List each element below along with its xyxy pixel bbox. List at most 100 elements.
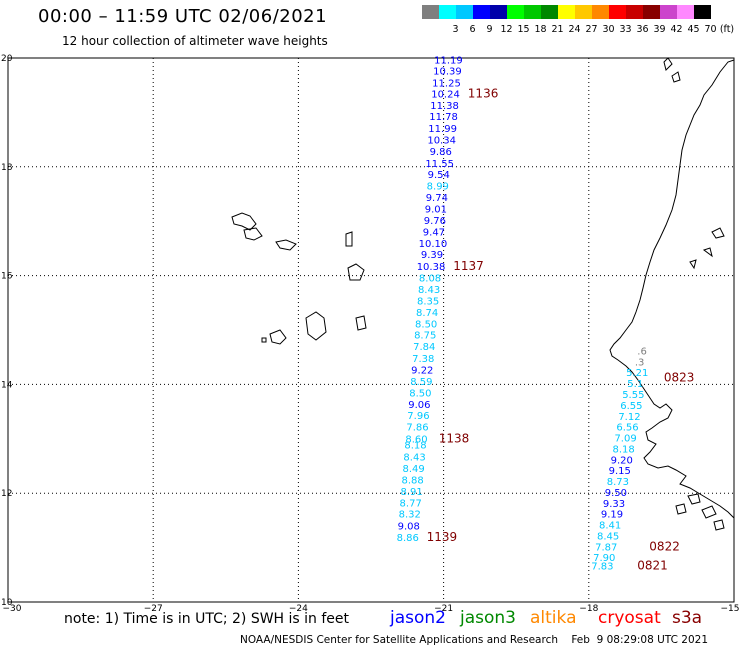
map-subtitle: 12 hour collection of altimeter wave hei… [62, 34, 328, 48]
longitude-tick-label: −30 [3, 604, 22, 614]
wave-height-label: 5.1 [627, 379, 643, 390]
pass-time-label: 0823 [664, 371, 695, 385]
satellite-legend-s3a: s3a [672, 608, 703, 628]
wave-height-label: 9.50 [605, 488, 627, 499]
wave-height-label: 8.86 [397, 533, 419, 544]
footer-credit: NOAA/NESDIS Center for Satellite Applica… [240, 634, 708, 646]
legend-swatch [490, 5, 507, 19]
legend-swatch [558, 5, 575, 19]
wave-height-label: 5.55 [622, 390, 644, 401]
legend-label: 12 [500, 24, 513, 35]
legend-swatch [456, 5, 473, 19]
wave-height-label: .6 [637, 346, 647, 357]
pass-time-label: 1137 [453, 259, 484, 273]
legend-label: 70 [704, 24, 717, 35]
legend-swatch [439, 5, 456, 19]
legend-label: 6 [469, 24, 476, 35]
island-brava [261, 337, 267, 343]
longitude-tick-label: −15 [721, 604, 740, 614]
wave-height-label: 8.88 [401, 475, 423, 486]
legend-label: 36 [636, 24, 649, 35]
satellite-legend-jason2: jason2 [390, 608, 446, 628]
wave-height-label: 8.43 [418, 285, 440, 296]
wave-height-label: 8.59 [410, 377, 432, 388]
axis-ticks: −30 −27 −24 −21 −18 −15 10 12 14 16 18 20 [1, 54, 740, 614]
wave-height-label: 8.08 [419, 274, 441, 285]
legend-label: 33 [619, 24, 632, 35]
wave-height-label: 11.55 [425, 159, 454, 170]
legend-swatch [643, 5, 660, 19]
wave-height-label: 7.90 [593, 553, 615, 564]
wave-height-label: .3 [635, 357, 645, 368]
map-title: 00:00 – 11:59 UTC 02/06/2021 [38, 6, 328, 27]
wave-height-label: 8.45 [597, 531, 619, 542]
legend-label: 24 [568, 24, 581, 35]
pass-time-label: 1136 [468, 87, 499, 101]
wave-height-label: 8.18 [613, 444, 635, 455]
satellite-legend-jason3: jason3 [460, 608, 516, 628]
wave-height-label: 10.24 [431, 90, 460, 101]
wave-height-label: 7.38 [412, 354, 434, 365]
wave-height-label: 9.22 [411, 366, 433, 377]
legend-swatch [473, 5, 490, 19]
wave-height-label: 8.77 [400, 498, 422, 509]
satellite-legend-altika: altika [530, 608, 577, 628]
wave-height-label: 8.41 [599, 521, 621, 532]
wave-height-label: 9.47 [423, 227, 445, 238]
latitude-tick-label: 14 [1, 380, 13, 390]
wave-height-label: 9.54 [428, 170, 450, 181]
wave-height-label: 6.56 [616, 423, 638, 434]
wave-height-label: 9.74 [426, 193, 448, 204]
latitude-tick-label: 20 [1, 54, 13, 64]
wave-height-label: 10.34 [427, 135, 456, 146]
wave-height-label: 10.10 [419, 239, 448, 250]
wave-height-label: 7.84 [413, 342, 435, 353]
legend-label: 18 [534, 24, 547, 35]
latitude-tick-label: 12 [1, 489, 12, 499]
longitude-tick-label: −18 [579, 604, 598, 614]
legend-label: 9 [486, 24, 493, 35]
wave-height-label: 9.86 [430, 147, 452, 158]
legend-label: 21 [551, 24, 564, 35]
wave-height-label: 7.96 [407, 411, 429, 422]
legend-label: 27 [585, 24, 598, 35]
wave-height-label: 8.49 [402, 464, 424, 475]
wave-height-label: 8.73 [607, 477, 629, 488]
legend-swatch [507, 5, 524, 19]
wave-height-label: 11.78 [429, 112, 458, 123]
island-sao-nicolau [275, 239, 297, 251]
pass-time-label: 1139 [427, 530, 458, 544]
island-boa-vista [347, 263, 365, 281]
wave-height-label: 11.25 [432, 78, 461, 89]
legend-swatch [677, 5, 694, 19]
longitude-tick-label: −21 [434, 604, 453, 614]
wave-height-label: 5.21 [626, 368, 648, 379]
wave-height-label: 7.87 [595, 542, 617, 553]
wave-height-label: 9.19 [601, 510, 623, 521]
wave-height-label: 8.74 [416, 308, 438, 319]
latitude-tick-label: 10 [1, 598, 13, 608]
wave-height-label: 9.15 [609, 466, 631, 477]
legend-swatch [592, 5, 609, 19]
wave-height-label: 11.38 [430, 101, 459, 112]
lat-lon-grid [8, 58, 734, 602]
wave-height-label: 10.39 [433, 66, 462, 77]
wave-height-label: 8.43 [403, 453, 425, 464]
legend-label: 42 [670, 24, 683, 35]
wave-height-label: 9.76 [424, 216, 446, 227]
map-frame [7, 57, 735, 603]
island-fogo [269, 329, 287, 345]
wave-height-label: 8.91 [401, 487, 423, 498]
legend-swatch [660, 5, 677, 19]
legend-label: 30 [602, 24, 615, 35]
legend-label: 45 [687, 24, 700, 35]
wave-height-label: 11.99 [428, 124, 457, 135]
island-santo-antao [231, 212, 257, 231]
wave-height-label: 8.18 [404, 441, 426, 452]
wave-height-label: 10.38 [417, 262, 446, 273]
island-maio [355, 315, 367, 331]
legend-swatch [524, 5, 541, 19]
legend-swatch [609, 5, 626, 19]
wave-height-label: 8.75 [414, 331, 436, 342]
